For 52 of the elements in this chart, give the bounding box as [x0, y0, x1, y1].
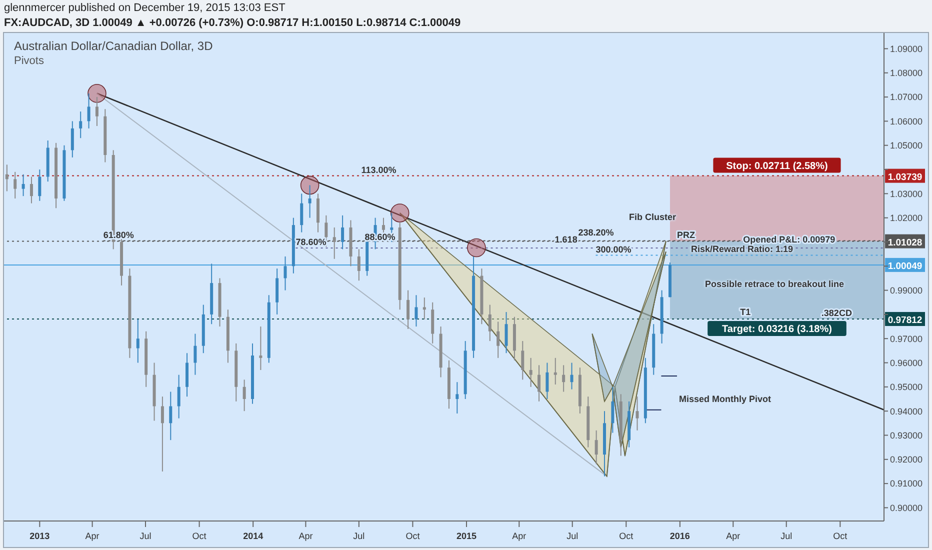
x-tick-label: Apr [85, 531, 100, 541]
y-tick-label: 1.07000 [890, 92, 923, 102]
annotation: PRZ [677, 230, 696, 240]
annotation: Missed Monthly Pivot [679, 394, 772, 404]
x-tick-label: Oct [406, 531, 420, 541]
x-tick-label: Oct [833, 531, 848, 541]
ref-line-label: 1.03739 [888, 172, 922, 183]
ref-line-label: 0.97812 [888, 314, 922, 326]
text: glennmercer published on December 19, 2015 13:03 EST [4, 2, 286, 14]
annotation: Risk/Reward Ratio: 1.19 [690, 244, 794, 254]
annotation: 238.20% [578, 227, 614, 238]
x-tick-label: Jul [780, 531, 792, 541]
annotation: Possible retrace to breakout line [705, 279, 844, 289]
y-tick-label: 0.94000 [890, 406, 923, 416]
x-tick-label: Jul [353, 531, 365, 541]
y-tick-label: 0.95000 [890, 382, 923, 392]
y-tick-label: 0.93000 [890, 430, 923, 440]
text: FX:AUDCAD, 3D 1.00049 ▲ +0.00726 (+0.73%) O:0.98717 H:1.00150 L:0.98714 C:1.00049 [4, 17, 461, 29]
y-tick-label: 0.92000 [890, 454, 923, 465]
annotation: .382CD [821, 308, 852, 318]
y-tick-label: 0.97000 [890, 334, 923, 344]
y-tick-label: 0.90000 [890, 502, 923, 513]
y-tick-label: 0.96000 [890, 358, 923, 368]
band-label: Stop: 0.02711 (2.58%) [726, 160, 828, 172]
text: Pivots [14, 55, 44, 67]
x-tick-label: 2015 [456, 531, 477, 541]
annotation: 113.00% [361, 164, 396, 175]
annotation: 300.00% [596, 244, 632, 254]
x-tick-label: Jul [140, 531, 152, 541]
y-tick-label: 0.91000 [890, 478, 923, 489]
x-tick-label: Oct [192, 531, 207, 541]
y-tick-label: 1.03000 [890, 188, 923, 199]
y-tick-label: 1.08000 [890, 68, 923, 78]
x-tick-label: 2013 [30, 531, 50, 541]
ref-line-label: 1.01028 [888, 237, 922, 248]
annotation: Fib Cluster [629, 212, 676, 222]
text: Australian Dollar/Canadian Dollar, 3D [14, 39, 213, 53]
y-tick-label: 1.09000 [890, 44, 923, 54]
x-tick-label: 2016 [670, 531, 690, 541]
ref-line-label: 1.00049 [888, 260, 922, 272]
x-tick-label: Oct [619, 531, 634, 541]
y-tick-label: 1.02000 [890, 213, 923, 224]
x-tick-label: Jul [566, 531, 578, 541]
x-tick-label: 2014 [243, 531, 264, 541]
y-tick-label: 1.05000 [890, 140, 923, 151]
annotation: T1 [740, 307, 751, 318]
x-tick-label: Apr [298, 531, 313, 541]
y-tick-label: 1.06000 [890, 116, 923, 126]
band-label: Target: 0.03216 (3.18%) [722, 324, 832, 335]
x-tick-label: Apr [512, 531, 526, 541]
y-tick-label: 0.99000 [890, 285, 923, 296]
x-tick-label: Apr [726, 531, 740, 541]
